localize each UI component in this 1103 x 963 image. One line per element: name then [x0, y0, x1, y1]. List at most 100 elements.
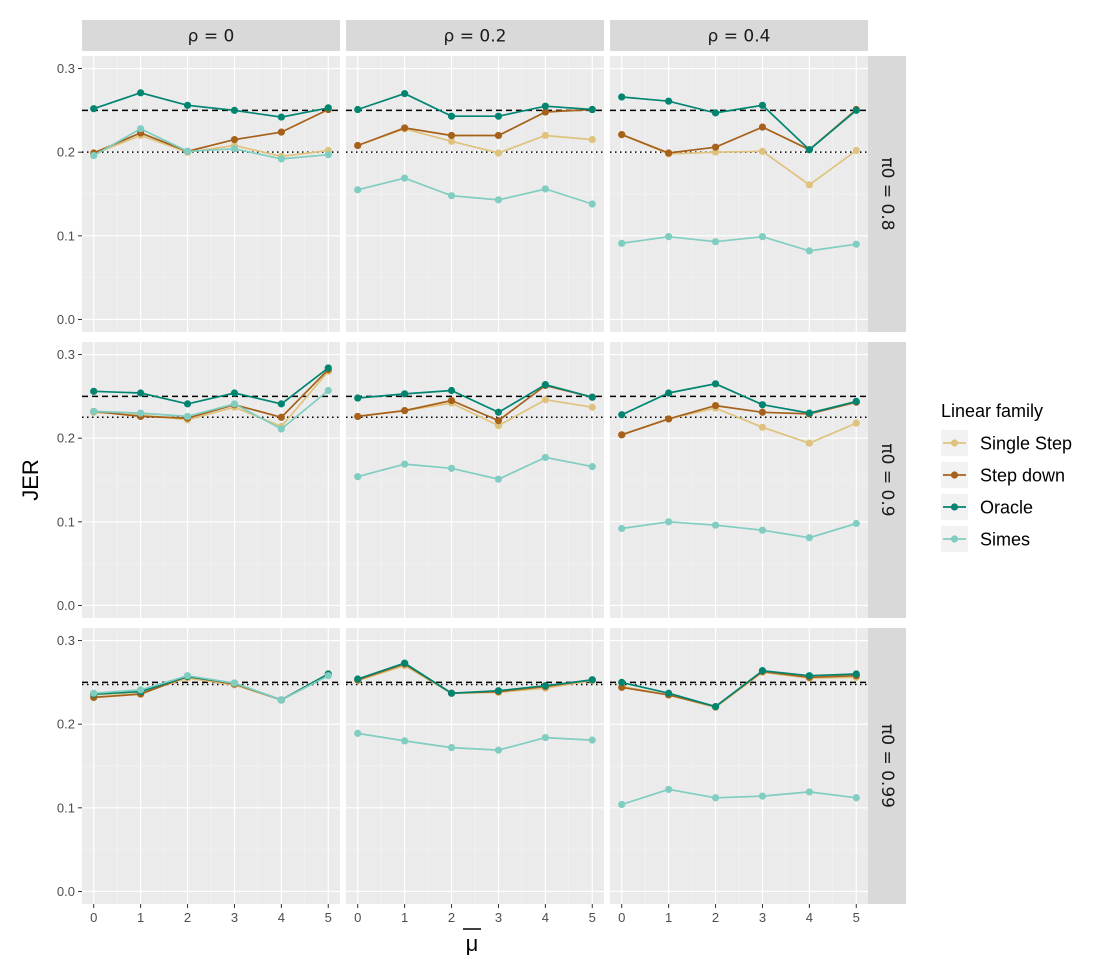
data-point-step-down [711, 401, 720, 410]
data-point-oracle [758, 667, 767, 675]
data-point-simes [90, 151, 98, 160]
x-tick-label: 3 [759, 910, 766, 925]
panel-r2-c1 [346, 628, 604, 904]
y-tick-label: 0.1 [57, 228, 75, 243]
data-point-single-step [588, 403, 596, 411]
data-point-simes [90, 689, 98, 697]
x-axis-title: μ [466, 931, 479, 956]
x-tick-label: 4 [278, 910, 285, 925]
data-point-single-step [447, 137, 456, 145]
y-tick-label: 0.3 [57, 633, 75, 648]
series-line-oracle [357, 383, 593, 414]
data-point-simes [137, 409, 145, 417]
data-point-step-down [541, 108, 549, 116]
panel-r1-c2 [610, 342, 868, 618]
data-point-step-down [711, 143, 720, 151]
series-line-step-down [93, 369, 329, 419]
data-point-simes [711, 521, 720, 529]
data-point-oracle [230, 106, 239, 114]
data-point-simes [494, 196, 503, 204]
x-tick-label: 1 [401, 910, 408, 925]
data-point-simes [494, 746, 503, 754]
data-point-simes [758, 233, 767, 241]
panel-r2-c2 [610, 628, 868, 904]
data-point-single-step [711, 148, 720, 156]
y-tick-label: 0.1 [57, 800, 75, 815]
legend-label-oracle: Oracle [980, 498, 1033, 518]
strip-col-bg [82, 20, 340, 51]
data-point-simes [324, 151, 332, 159]
data-point-single-step [852, 419, 860, 427]
strip-row-bg [868, 628, 906, 904]
data-point-oracle [852, 397, 860, 405]
data-point-simes [183, 412, 192, 421]
data-point-oracle [758, 101, 767, 109]
data-point-simes [354, 186, 362, 194]
y-tick-label: 0.3 [57, 61, 75, 76]
data-point-simes [447, 744, 456, 752]
data-point-step-down [354, 412, 362, 421]
legend-label-step-down: Step down [980, 466, 1065, 486]
data-point-oracle [588, 676, 596, 684]
x-tick-label: 3 [231, 910, 238, 925]
data-point-oracle [588, 393, 596, 401]
data-point-step-down [230, 136, 239, 144]
series-line-step-down [93, 108, 329, 154]
panel-r1-c0 [82, 342, 340, 618]
data-point-simes [618, 524, 626, 533]
y-tick-label: 0.0 [57, 598, 75, 613]
data-point-simes [852, 240, 860, 248]
strip-row-label: π0 = 0.99 [877, 724, 897, 808]
y-axis-title: JER [18, 459, 43, 501]
data-point-oracle [137, 389, 145, 397]
data-point-simes [90, 407, 98, 416]
legend-key-point-oracle [950, 503, 959, 511]
strip-col-label: ρ = 0 [188, 27, 235, 47]
data-point-step-down [758, 123, 767, 131]
panel-r0-c1 [346, 56, 604, 332]
data-point-oracle [665, 689, 673, 697]
strip-col-bg [610, 20, 868, 51]
data-point-oracle [711, 380, 720, 388]
data-point-oracle [665, 389, 673, 397]
data-point-simes [183, 147, 192, 155]
data-point-simes [401, 174, 409, 182]
data-point-oracle [401, 659, 409, 667]
data-point-oracle [852, 670, 860, 678]
x-tick-label: 0 [90, 910, 97, 925]
legend-key-point-single-step [950, 439, 959, 447]
data-point-oracle [494, 408, 503, 416]
data-point-simes [665, 785, 673, 794]
series-line-simes [93, 674, 329, 701]
data-point-single-step [541, 131, 549, 140]
data-point-oracle [494, 112, 503, 120]
data-point-simes [277, 155, 285, 163]
data-point-single-step [494, 149, 503, 157]
data-point-step-down [354, 141, 362, 150]
data-point-simes [324, 672, 332, 680]
x-tick-label: 2 [184, 910, 191, 925]
series-line-step-down [357, 108, 593, 147]
data-point-oracle [354, 675, 362, 683]
data-point-step-down [494, 417, 503, 425]
strip-row-bg [868, 342, 906, 618]
data-point-oracle [90, 387, 98, 395]
data-point-simes [230, 400, 239, 408]
y-tick-label: 0.0 [57, 884, 75, 899]
x-tick-label: 0 [618, 910, 625, 925]
x-tick-label: 0 [354, 910, 361, 925]
series-line-simes [621, 520, 857, 539]
data-point-oracle [447, 386, 456, 395]
series-line-simes [93, 389, 329, 431]
series-line-simes [621, 788, 857, 806]
data-point-oracle [494, 687, 503, 695]
legend-key-point-simes [950, 535, 959, 543]
x-tick-label: 3 [495, 910, 502, 925]
data-point-simes [805, 534, 813, 542]
data-point-simes [618, 239, 626, 247]
data-point-step-down [277, 413, 285, 421]
panel-r2-c0 [82, 628, 340, 904]
legend-label-single-step: Single Step [980, 434, 1072, 454]
data-point-oracle [401, 90, 409, 98]
data-point-simes [711, 238, 720, 246]
